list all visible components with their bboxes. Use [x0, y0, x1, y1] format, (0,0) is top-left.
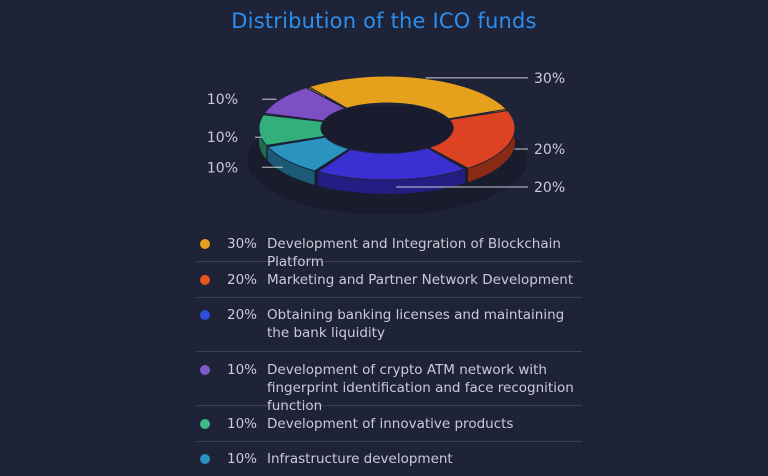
donut-slice-0 [307, 75, 508, 120]
slice-value-label-1: 20% [534, 142, 565, 158]
legend-percent: 10% [227, 416, 258, 432]
legend-label: Marketing and Partner Network Developmen… [267, 272, 574, 288]
donut-slice-3 [266, 136, 351, 172]
slice-value-label-5: 10% [207, 92, 238, 108]
legend-color-dot [200, 419, 210, 429]
legend-percent: 20% [227, 272, 258, 288]
legend-label: Development of innovative products [267, 416, 514, 432]
legend-color-dot [200, 275, 210, 285]
donut-slice-side-2 [317, 169, 465, 194]
legend-item: 10% Development of crypto ATM network wit… [196, 352, 582, 414]
legend-percent: 10% [227, 362, 258, 378]
donut-slice-2 [316, 147, 467, 181]
legend-item: 30% Development and Integration of Blockc… [196, 227, 582, 270]
donut-chart: 30% 20% 20% 10% 10% 10% [207, 71, 565, 215]
chart-title: Distribution of the ICO funds [231, 9, 537, 33]
legend-percent: 30% [227, 236, 258, 252]
slice-value-label-4: 10% [207, 130, 238, 146]
legend-item: 10% Development of innovative products [196, 406, 582, 442]
legend-label: Obtaining banking licenses and maintaini… [267, 307, 565, 341]
donut-slice-5 [263, 87, 347, 122]
legend-percent: 20% [227, 307, 258, 323]
legend-percent: 10% [227, 451, 258, 467]
legend-color-dot [200, 454, 210, 464]
chart-legend: 30% Development and Integration of Blockc… [196, 227, 582, 476]
legend-color-dot [200, 365, 210, 375]
donut-hole-shade [323, 110, 451, 154]
legend-label: Development of crypto ATM network with f… [267, 362, 574, 414]
legend-label: Development and Integration of Blockchai… [267, 236, 561, 270]
legend-color-dot [200, 239, 210, 249]
slice-value-label-0: 30% [534, 71, 565, 87]
legend-color-dot [200, 310, 210, 320]
legend-label: Infrastructure development [267, 451, 453, 467]
legend-item: 10% Infrastructure development [196, 442, 582, 476]
legend-item: 20% Obtaining banking licenses and mainta… [196, 298, 582, 352]
slice-value-label-2: 20% [534, 180, 565, 196]
legend-item: 20% Marketing and Partner Network Develop… [196, 262, 582, 298]
slice-value-label-3: 10% [207, 160, 238, 176]
donut-slice-1 [427, 110, 516, 169]
